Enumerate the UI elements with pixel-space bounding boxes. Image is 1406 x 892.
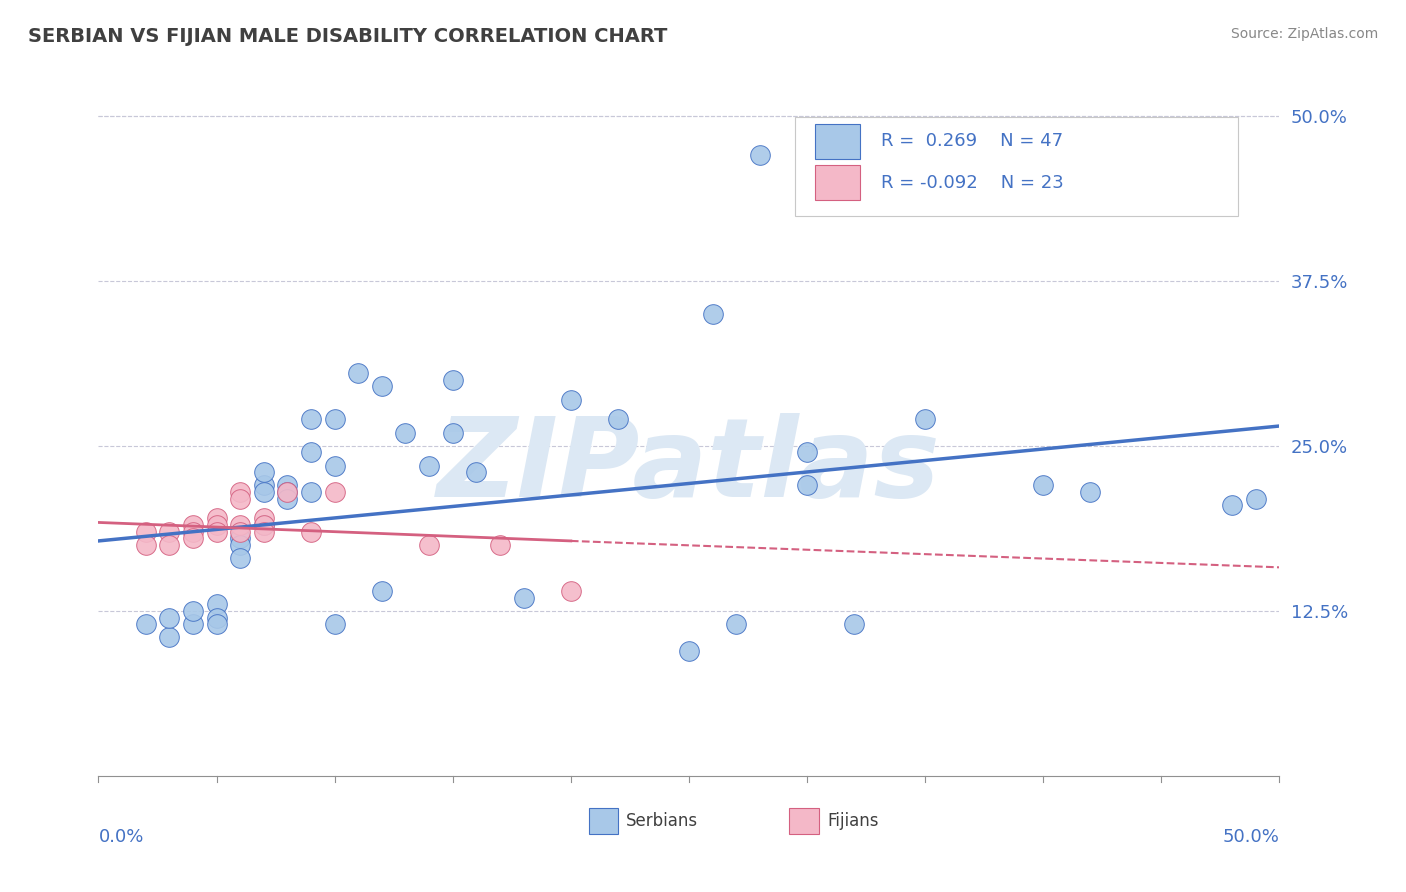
- Point: [844, 617, 866, 632]
- Text: 50.0%: 50.0%: [1223, 828, 1279, 846]
- Text: ZIPatlas: ZIPatlas: [437, 414, 941, 520]
- Point: [181, 518, 204, 533]
- Point: [560, 392, 582, 407]
- Point: [229, 551, 252, 566]
- Point: [441, 373, 464, 387]
- Point: [253, 518, 276, 533]
- Point: [371, 379, 394, 393]
- Point: [276, 485, 298, 500]
- Point: [135, 538, 157, 552]
- Point: [441, 425, 464, 440]
- Point: [560, 584, 582, 599]
- Point: [229, 485, 252, 500]
- Point: [347, 366, 370, 380]
- Point: [253, 485, 276, 500]
- Point: [253, 478, 276, 492]
- Text: R =  0.269    N = 47: R = 0.269 N = 47: [882, 132, 1063, 151]
- Point: [276, 491, 298, 506]
- Point: [465, 465, 488, 479]
- Point: [276, 478, 298, 492]
- Point: [205, 511, 228, 525]
- Bar: [789, 808, 818, 834]
- Text: Serbians: Serbians: [626, 813, 699, 830]
- Text: R = -0.092    N = 23: R = -0.092 N = 23: [882, 174, 1064, 192]
- Point: [157, 538, 180, 552]
- Point: [607, 412, 630, 426]
- Point: [253, 524, 276, 539]
- Point: [725, 617, 748, 632]
- Point: [157, 631, 180, 645]
- Point: [1080, 485, 1102, 500]
- Point: [181, 524, 204, 539]
- Bar: [815, 124, 860, 160]
- Point: [299, 445, 322, 459]
- Point: [914, 412, 936, 426]
- Text: SERBIAN VS FIJIAN MALE DISABILITY CORRELATION CHART: SERBIAN VS FIJIAN MALE DISABILITY CORREL…: [28, 27, 668, 45]
- Point: [702, 307, 724, 321]
- Point: [796, 445, 818, 459]
- Point: [135, 524, 157, 539]
- FancyBboxPatch shape: [796, 117, 1239, 216]
- Text: Fijians: Fijians: [827, 813, 879, 830]
- Bar: [815, 165, 860, 201]
- Point: [323, 485, 346, 500]
- Point: [181, 604, 204, 618]
- Point: [253, 465, 276, 479]
- Point: [181, 531, 204, 545]
- Point: [1220, 498, 1243, 512]
- Point: [135, 617, 157, 632]
- Point: [323, 617, 346, 632]
- Point: [512, 591, 534, 605]
- Point: [299, 412, 322, 426]
- Point: [489, 538, 512, 552]
- Point: [229, 538, 252, 552]
- Point: [276, 485, 298, 500]
- Point: [205, 598, 228, 612]
- Point: [394, 425, 416, 440]
- Point: [323, 412, 346, 426]
- Point: [796, 478, 818, 492]
- Point: [205, 617, 228, 632]
- Point: [157, 610, 180, 624]
- Point: [299, 524, 322, 539]
- Point: [1032, 478, 1054, 492]
- Point: [748, 148, 770, 162]
- Point: [371, 584, 394, 599]
- Point: [205, 610, 228, 624]
- Point: [678, 643, 700, 657]
- Text: Source: ZipAtlas.com: Source: ZipAtlas.com: [1230, 27, 1378, 41]
- Point: [205, 524, 228, 539]
- Text: 0.0%: 0.0%: [98, 828, 143, 846]
- Point: [253, 518, 276, 533]
- Point: [418, 458, 440, 473]
- Point: [181, 617, 204, 632]
- Bar: [589, 808, 619, 834]
- Point: [299, 485, 322, 500]
- Point: [205, 518, 228, 533]
- Point: [229, 524, 252, 539]
- Point: [229, 531, 252, 545]
- Point: [418, 538, 440, 552]
- Point: [253, 511, 276, 525]
- Point: [323, 458, 346, 473]
- Point: [157, 524, 180, 539]
- Point: [1244, 491, 1267, 506]
- Point: [229, 491, 252, 506]
- Point: [229, 518, 252, 533]
